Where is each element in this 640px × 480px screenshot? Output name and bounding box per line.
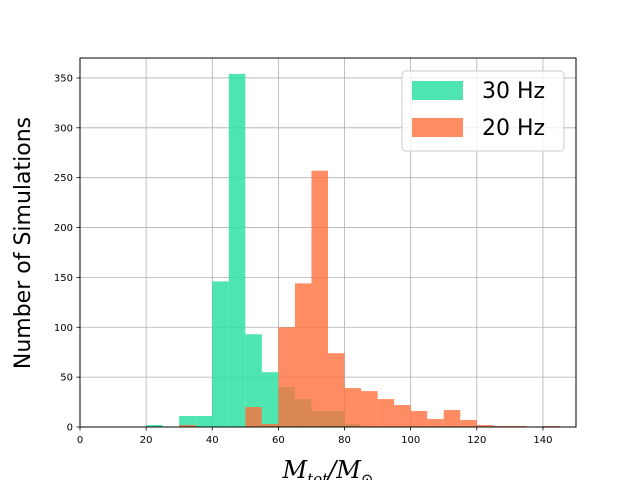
y-tick-label: 150: [54, 273, 73, 284]
histogram-bar-30hz: [146, 425, 163, 427]
plot-frame: [79, 57, 577, 428]
histogram-bar-20hz: [344, 388, 362, 427]
legend-label-30hz: 30 Hz: [482, 79, 545, 104]
x-tick-label: 60: [272, 435, 285, 446]
histogram-bar-20hz: [410, 411, 428, 427]
histogram-bar-30hz: [261, 372, 279, 427]
y-axis-label: Number of Simulations: [11, 117, 36, 369]
y-tick-label: 250: [54, 173, 73, 184]
histogram-bar-20hz: [394, 405, 411, 427]
histogram-bar-20hz: [443, 410, 461, 427]
histogram-bar-20hz: [245, 407, 262, 427]
x-tick-label: 40: [206, 435, 219, 446]
x-tick-label: 100: [401, 435, 420, 446]
histogram-bar-20hz: [460, 420, 477, 427]
histogram-bars: [146, 73, 560, 428]
histogram-bar-20hz: [328, 353, 345, 427]
histogram-bar-20hz: [311, 170, 328, 428]
histogram-bar-30hz: [245, 334, 262, 427]
histogram-bar-20hz: [476, 425, 494, 427]
axis-ticks: 0 20 40 60 80 100 120 140 0 50 100 150 200 250 300 350: [54, 73, 553, 446]
histogram-bar-20hz: [261, 424, 279, 427]
histogram-bar-20hz: [361, 391, 378, 427]
histogram-bar-20hz: [427, 419, 444, 427]
y-tick-label: 100: [54, 323, 73, 334]
histogram-bar-30hz: [179, 416, 196, 427]
legend-swatch-30hz: [412, 81, 463, 100]
x-tick-label: 80: [338, 435, 351, 446]
y-tick-label: 50: [60, 373, 73, 384]
x-axis-label: Mtot/M⊙: [282, 456, 374, 480]
y-tick-label: 350: [54, 73, 73, 84]
histogram-bar-20hz: [278, 327, 295, 427]
histogram-bar-20hz: [294, 283, 312, 427]
histogram-bar-30hz: [212, 281, 229, 427]
x-tick-label: 140: [533, 435, 552, 446]
y-tick-label: 0: [67, 423, 73, 434]
x-tick-label: 0: [77, 435, 83, 446]
legend-swatch-20hz: [412, 118, 463, 137]
legend-label-20hz: 20 Hz: [482, 116, 545, 141]
histogram-bar-20hz: [377, 399, 395, 427]
histogram-bar-30hz: [195, 416, 213, 427]
x-tick-label: 20: [140, 435, 153, 446]
histogram-bar-30hz: [228, 73, 246, 427]
histogram-bar-20hz: [179, 425, 196, 427]
y-tick-label: 200: [54, 223, 73, 234]
x-tick-label: 120: [467, 435, 486, 446]
y-tick-label: 300: [54, 123, 73, 134]
legend: 30 Hz 20 Hz: [401, 70, 565, 152]
